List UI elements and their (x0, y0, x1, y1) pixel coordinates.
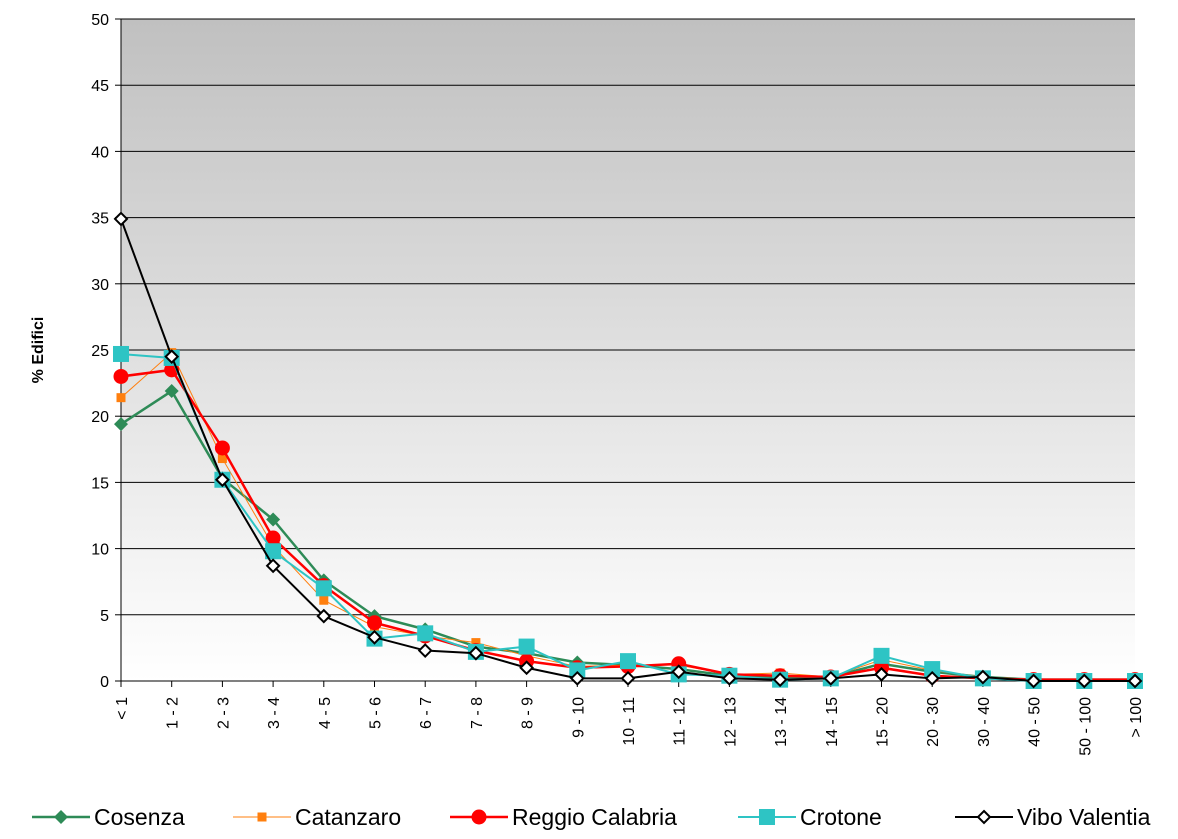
data-point (620, 670, 636, 686)
data-point (319, 595, 329, 605)
data-point (316, 608, 332, 624)
data-point (569, 670, 585, 686)
data-point (257, 812, 267, 822)
y-tick-label: 10 (91, 542, 109, 559)
legend-item: Vibo Valentia (955, 804, 1151, 830)
data-point (471, 638, 481, 648)
y-tick-label: 45 (91, 78, 109, 95)
x-tick-label: 30 - 40 (976, 697, 993, 747)
legend-item: Crotone (738, 804, 882, 830)
x-tick-label: < 1 (114, 697, 131, 720)
data-point (976, 809, 992, 825)
y-tick-label: 25 (91, 343, 109, 360)
x-tick-label: 11 - 12 (672, 697, 689, 746)
data-point (265, 558, 281, 574)
data-point (217, 454, 227, 464)
y-tick-label: 0 (100, 674, 109, 691)
data-point (367, 615, 382, 631)
data-point (620, 653, 636, 670)
y-axis-label: % Edifici (30, 317, 47, 384)
data-point (164, 349, 180, 365)
legend: Cosenza Catanzaro Reggio Calabria Crotone Vi… (32, 804, 1151, 830)
data-point (1127, 673, 1143, 689)
data-point (214, 472, 230, 488)
data-point (759, 809, 775, 825)
x-tick-label: 7 - 8 (469, 697, 486, 729)
series-layer (113, 211, 1143, 689)
y-tick-label: 40 (91, 144, 109, 161)
x-tick-label: 13 - 14 (773, 697, 790, 747)
gridlines (121, 18, 1135, 682)
data-point (975, 669, 991, 685)
x-tick-label: 15 - 20 (875, 697, 892, 747)
data-point (518, 638, 535, 655)
data-point (113, 345, 129, 362)
y-tick-label: 50 (91, 12, 109, 29)
data-point (468, 645, 484, 661)
x-tick-label: 9 - 10 (570, 697, 587, 738)
data-point (265, 543, 282, 560)
data-point (924, 670, 940, 686)
x-tick-label: 2 - 3 (215, 697, 232, 729)
x-tick-label: 5 - 6 (368, 697, 385, 729)
data-point (367, 629, 382, 645)
data-point (417, 625, 434, 642)
x-tick-label: 4 - 5 (317, 697, 334, 729)
data-point (315, 580, 332, 597)
data-point (164, 384, 179, 399)
data-point (772, 672, 788, 688)
x-tick-label: 6 - 7 (418, 697, 435, 729)
y-tick-label: 20 (91, 409, 109, 426)
legend-item: Reggio Calabria (450, 804, 677, 830)
x-tick-label: 20 - 30 (925, 697, 942, 747)
data-point (54, 810, 68, 824)
data-point (113, 211, 129, 227)
data-point (823, 670, 839, 686)
data-point (569, 662, 586, 679)
y-tick-label: 30 (91, 277, 109, 294)
x-tick-label: 12 - 13 (722, 697, 739, 747)
data-point (873, 647, 890, 664)
legend-item: Catanzaro (233, 804, 401, 830)
x-tick-label: 14 - 15 (824, 697, 841, 747)
data-point (214, 440, 230, 456)
data-point (114, 417, 128, 432)
data-point (1026, 673, 1042, 689)
data-point (671, 664, 687, 680)
legend-item: Cosenza (32, 804, 185, 830)
data-point (116, 393, 126, 403)
legend-label: Cosenza (94, 804, 185, 830)
y-tick-label: 5 (100, 608, 109, 625)
x-tick-label: 1 - 2 (165, 697, 182, 729)
data-point (265, 530, 281, 546)
data-point (874, 666, 889, 682)
data-point (519, 660, 535, 676)
data-point (266, 512, 281, 527)
legend-label: Vibo Valentia (1017, 804, 1151, 830)
x-tick-label: > 100 (1128, 697, 1145, 738)
axes: 0 5 10 15 20 25 30 35 40 45 50 < 1 1 - 2 2 - 3 3 - 4 4 … (91, 12, 1145, 756)
x-tick-label: 10 - 11 (621, 697, 638, 746)
data-point (1076, 673, 1092, 689)
x-tick-label: 8 - 9 (520, 697, 537, 729)
y-tick-label: 35 (91, 211, 109, 228)
data-point (417, 643, 433, 658)
series-vibo-valentia (113, 211, 1143, 689)
data-point (924, 661, 941, 678)
data-point (113, 368, 129, 384)
legend-label: Catanzaro (295, 804, 401, 830)
data-point (471, 809, 487, 825)
x-tick-label: 50 - 100 (1077, 697, 1094, 756)
x-tick-label: 40 - 50 (1027, 697, 1044, 747)
legend-label: Crotone (800, 804, 882, 830)
data-point (721, 670, 737, 686)
x-tick-label: 3 - 4 (266, 697, 283, 729)
y-tick-label: 15 (91, 475, 109, 492)
legend-label: Reggio Calabria (512, 804, 677, 830)
